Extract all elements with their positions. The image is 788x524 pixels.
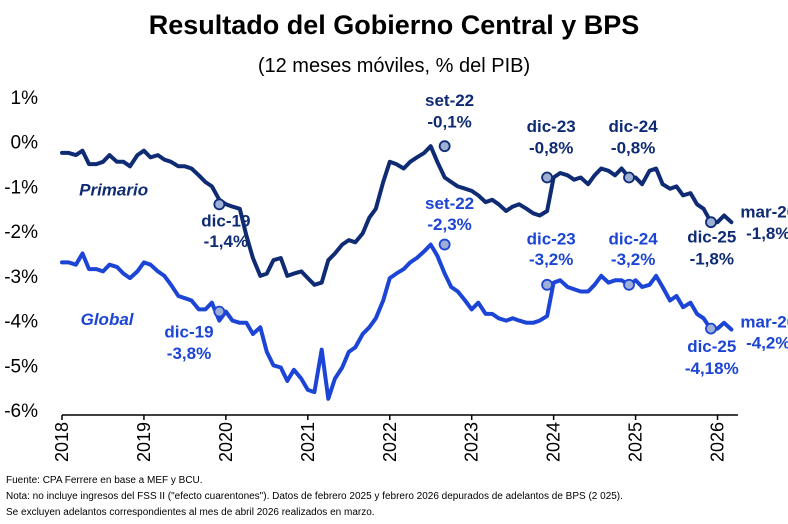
- footer-note-1: Nota: no incluye ingresos del FSS II ("e…: [6, 491, 623, 502]
- y-tick-label: 0%: [11, 133, 39, 154]
- series-line-primario: [60, 144, 734, 287]
- point-marker-primario: [623, 171, 635, 184]
- data-label: dic-25: [687, 227, 736, 246]
- chart-subtitle: (12 meses móviles, % del PIB): [257, 55, 531, 77]
- y-tick-label: 1%: [11, 88, 39, 109]
- y-tick-label: -2%: [4, 222, 38, 243]
- data-label: dic-23: [527, 230, 576, 249]
- point-marker-primario: [213, 198, 226, 211]
- point-marker-global: [705, 322, 717, 335]
- y-tick-label: -5%: [4, 356, 38, 377]
- y-tick-label: -6%: [4, 401, 38, 422]
- data-label: dic-25: [687, 337, 736, 356]
- point-marker-global: [623, 278, 635, 291]
- data-label: -0,1%: [427, 112, 471, 131]
- data-label: -2,3%: [427, 215, 471, 234]
- x-tick-label: 2018: [52, 422, 72, 462]
- series-line-global: [60, 242, 734, 401]
- data-label: -0,8%: [529, 138, 573, 157]
- data-label: mar-26: [740, 203, 788, 222]
- x-tick-label: 2021: [298, 422, 318, 462]
- data-label: -1,8%: [690, 250, 734, 269]
- data-label: mar-26: [740, 312, 788, 331]
- point-marker-global: [438, 238, 451, 251]
- point-marker-global: [213, 305, 226, 318]
- x-tick-label: 2020: [216, 422, 236, 462]
- x-tick-label: 2022: [380, 422, 400, 462]
- data-label: -4,2%: [746, 333, 788, 352]
- x-tick-label: 2025: [626, 422, 646, 462]
- point-marker-primario: [705, 216, 717, 229]
- y-tick-label: -3%: [4, 267, 38, 288]
- data-label: -1,8%: [746, 224, 788, 243]
- series-label: Global: [81, 310, 135, 329]
- series-label: Primario: [79, 180, 148, 199]
- data-label: -4,18%: [685, 359, 739, 378]
- data-label: dic-23: [527, 117, 576, 136]
- footer-source: Fuente: CPA Ferrere en base a MEF y BCU.: [6, 475, 203, 486]
- x-tick-label: 2023: [462, 422, 482, 462]
- data-label: dic-24: [609, 230, 659, 249]
- x-tick-label: 2026: [708, 422, 728, 462]
- data-label: set-22: [425, 91, 474, 110]
- data-label: dic-19: [201, 212, 250, 231]
- x-tick-label: 2019: [134, 422, 154, 462]
- data-label: dic-19: [164, 323, 213, 342]
- point-marker-primario: [438, 140, 451, 153]
- data-label: -3,2%: [611, 250, 655, 269]
- point-marker-primario: [541, 171, 553, 184]
- line-chart: 1% 0% -1% -2% -3% -4% -5% -6% 2018 2019 2020 2021 20…: [4, 88, 788, 462]
- chart-title: Resultado del Gobierno Central y BPS: [148, 10, 640, 40]
- data-label: set-22: [425, 194, 474, 213]
- x-tick-label: 2024: [544, 422, 564, 462]
- data-label: dic-24: [609, 117, 659, 136]
- y-tick-label: -1%: [4, 177, 38, 198]
- y-tick-label: -4%: [4, 312, 38, 333]
- data-label: -0,8%: [611, 138, 655, 157]
- point-marker-global: [541, 278, 553, 291]
- footer-note-2: Se excluyen adelantos correspondientes a…: [6, 507, 375, 518]
- data-label: -1,4%: [204, 232, 248, 251]
- data-label: -3,8%: [167, 344, 211, 363]
- data-label: -3,2%: [529, 250, 573, 269]
